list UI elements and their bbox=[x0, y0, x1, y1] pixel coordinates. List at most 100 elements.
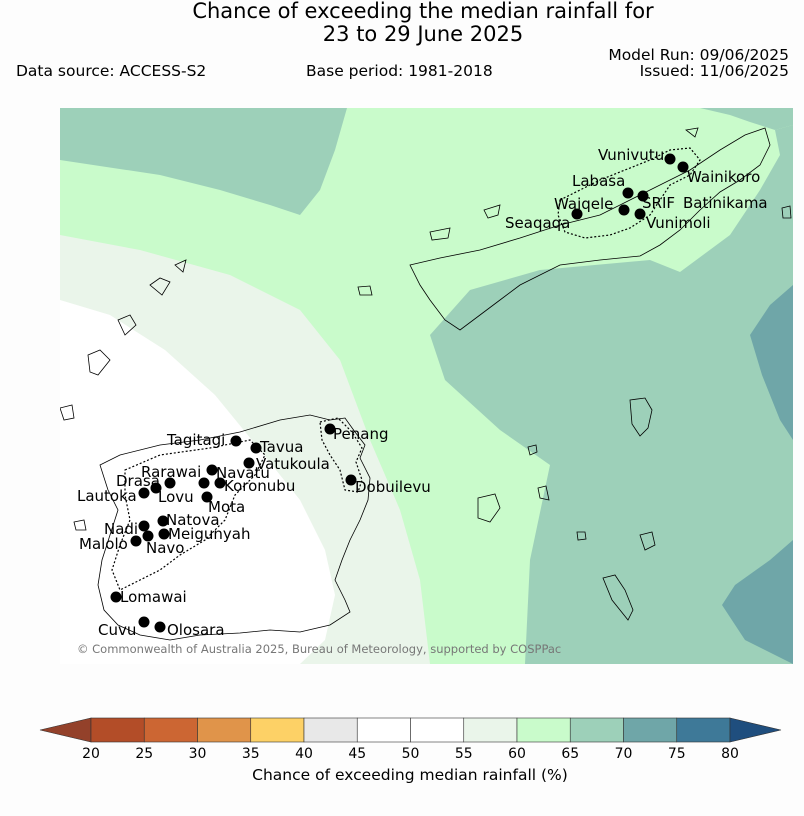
copyright-notice: © Commonwealth of Australia 2025, Bureau… bbox=[77, 642, 561, 656]
coast-islet-g bbox=[357, 285, 373, 296]
marker-olosara bbox=[154, 621, 166, 633]
label-tagitagi: Tagitagi bbox=[166, 431, 225, 449]
label-waiqele: Waiqele bbox=[554, 195, 613, 213]
coast-islet-j bbox=[429, 227, 451, 241]
marker-dobuilevu bbox=[345, 474, 357, 486]
marker-koronubu bbox=[214, 477, 226, 489]
colorbar-tick-label: 25 bbox=[135, 746, 153, 762]
shade-70-75-se bbox=[722, 540, 793, 664]
marker-lautoka bbox=[138, 487, 150, 499]
coast-yasawa-1 bbox=[87, 349, 111, 376]
label-mota: Mota bbox=[208, 498, 245, 516]
boundary-penang bbox=[319, 417, 363, 493]
label-vunivutu: Vunivutu bbox=[598, 146, 664, 164]
marker-drasa bbox=[164, 477, 176, 489]
colorbar-segment bbox=[463, 717, 518, 743]
colorbar-tick-label: 80 bbox=[721, 746, 739, 762]
marker-lovu bbox=[150, 482, 162, 494]
marker-malolo bbox=[130, 535, 142, 547]
label-lautoka: Lautoka bbox=[77, 487, 137, 505]
colorbar-tick-label: 20 bbox=[82, 746, 100, 762]
label-labasa: Labasa bbox=[572, 172, 625, 190]
marker-rarawai bbox=[206, 464, 218, 476]
colorbar-segment bbox=[569, 717, 624, 743]
coast-vanua-levu bbox=[409, 127, 771, 331]
marker-cuvu bbox=[138, 616, 150, 628]
marker-waiqele bbox=[618, 204, 630, 216]
title-line-2: 23 to 29 June 2025 bbox=[322, 22, 524, 46]
marker-tagitagi bbox=[230, 435, 242, 447]
place-markers bbox=[110, 153, 689, 633]
coast-viti-levu bbox=[97, 414, 371, 641]
marker-navatu bbox=[198, 477, 210, 489]
label-seaqaqa: Seaqaqa bbox=[505, 214, 570, 232]
boundary-northern bbox=[557, 147, 701, 239]
shade-65-70-west bbox=[60, 108, 347, 215]
marker-nadi bbox=[138, 520, 150, 532]
colorbar-segment bbox=[356, 717, 411, 743]
colorbar: 20 25 30 35 40 45 50 55 60 65 70 75 80 bbox=[39, 717, 782, 762]
colorbar-segment bbox=[516, 717, 571, 743]
colorbar-label: Chance of exceeding median rainfall (%) bbox=[252, 766, 568, 784]
colorbar-under-arrow bbox=[39, 717, 92, 743]
marker-wainikoro bbox=[677, 161, 689, 173]
label-batinikama: Batinikama bbox=[683, 194, 768, 212]
shade-65-70-east bbox=[430, 125, 793, 664]
colorbar-tick-label: 65 bbox=[561, 746, 579, 762]
label-vunimoli: Vunimoli bbox=[646, 214, 711, 232]
label-drasa: Drasa bbox=[116, 472, 160, 490]
coast-yasawa-2 bbox=[117, 314, 137, 336]
colorbar-segment bbox=[250, 717, 305, 743]
marker-vatukoula bbox=[243, 457, 255, 469]
shade-65-70-ne bbox=[700, 108, 793, 130]
coast-yasawa-4 bbox=[174, 259, 187, 273]
data-source: Data source: ACCESS-S2 bbox=[16, 62, 207, 80]
label-malolo: Malolo bbox=[79, 535, 128, 553]
coast-islet-c bbox=[639, 531, 656, 551]
marker-mota bbox=[201, 491, 213, 503]
coast-islet-k bbox=[483, 204, 501, 219]
label-koronubu: Koronubu bbox=[224, 477, 295, 495]
coast-islet-i bbox=[73, 519, 87, 531]
marker-vunimoli bbox=[634, 208, 646, 220]
district-boundaries bbox=[111, 147, 701, 591]
marker-srif bbox=[637, 190, 649, 202]
colorbar-tick-label: 45 bbox=[348, 746, 366, 762]
marker-labasa bbox=[622, 187, 634, 199]
marker-lomawai bbox=[110, 591, 122, 603]
label-tavua: Tavua bbox=[259, 438, 303, 456]
marker-natova bbox=[157, 515, 169, 527]
shade-70-75-east bbox=[750, 285, 793, 440]
label-nadi: Nadi bbox=[104, 520, 138, 538]
coast-yasawa-3 bbox=[149, 277, 171, 296]
coast-islet-e bbox=[537, 485, 550, 501]
place-labels: Vunivutu Wainikoro Labasa SRIF Batinikam… bbox=[77, 146, 768, 639]
colorbar-tick-label: 30 bbox=[189, 746, 207, 762]
probability-shading bbox=[60, 108, 793, 664]
model-run: Model Run: 09/06/2025 bbox=[608, 46, 789, 64]
colorbar-tick-label: 60 bbox=[508, 746, 526, 762]
shade-45-55 bbox=[60, 300, 335, 664]
colorbar-segment bbox=[410, 717, 465, 743]
coast-islet-f bbox=[576, 531, 587, 541]
label-navo: Navo bbox=[146, 539, 184, 557]
label-rarawai: Rarawai bbox=[141, 463, 201, 481]
marker-seaqaqa bbox=[571, 208, 583, 220]
label-olosara: Olosara bbox=[167, 621, 225, 639]
marker-tavua bbox=[250, 442, 262, 454]
coast-islet-l bbox=[685, 127, 699, 138]
coast-islet-h bbox=[60, 404, 75, 421]
colorbar-segment bbox=[303, 717, 358, 743]
colorbar-tick-label: 40 bbox=[295, 746, 313, 762]
colorbar-segment bbox=[623, 717, 678, 743]
colorbar-tick-label: 50 bbox=[402, 746, 420, 762]
label-dobuilevu: Dobuilevu bbox=[355, 478, 431, 496]
base-period: Base period: 1981-2018 bbox=[306, 62, 493, 80]
label-navatu: Navatu bbox=[216, 464, 270, 482]
colorbar-tick-label: 35 bbox=[242, 746, 260, 762]
label-lovu: Lovu bbox=[158, 488, 194, 506]
colorbar-tick-label: 70 bbox=[615, 746, 633, 762]
marker-penang bbox=[324, 423, 336, 435]
label-lomawai: Lomawai bbox=[120, 588, 187, 606]
